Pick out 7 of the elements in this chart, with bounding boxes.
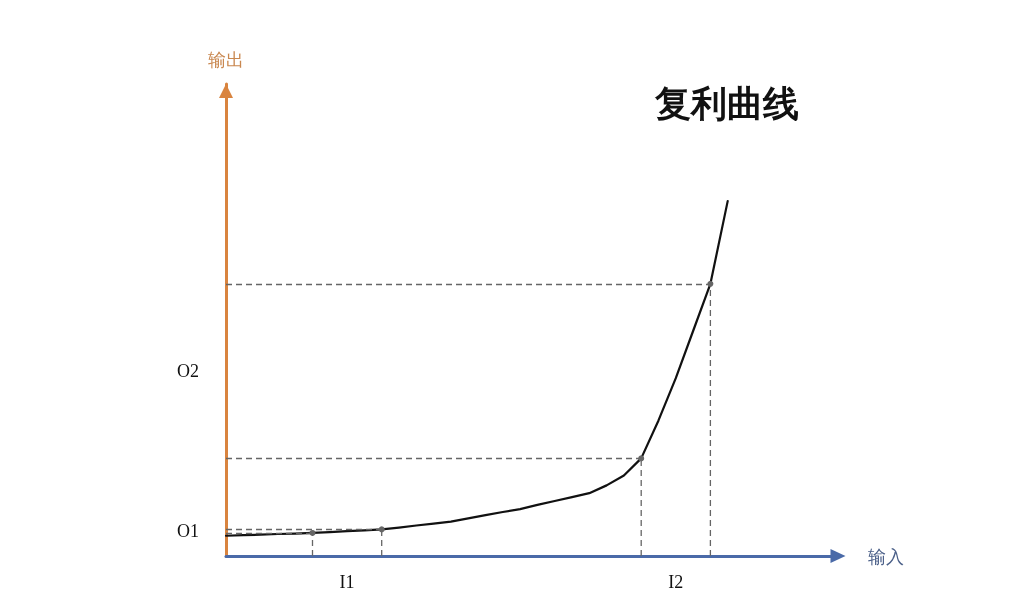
x-axis-title: 输入 [867, 545, 904, 567]
text: 输出 [208, 48, 244, 70]
x-tick-label: I1 [339, 572, 355, 592]
text: O1 [177, 521, 199, 542]
text: O2 [177, 361, 199, 382]
x-tick-label: I2 [668, 572, 684, 592]
chart-title: 复利曲线 [654, 82, 799, 124]
